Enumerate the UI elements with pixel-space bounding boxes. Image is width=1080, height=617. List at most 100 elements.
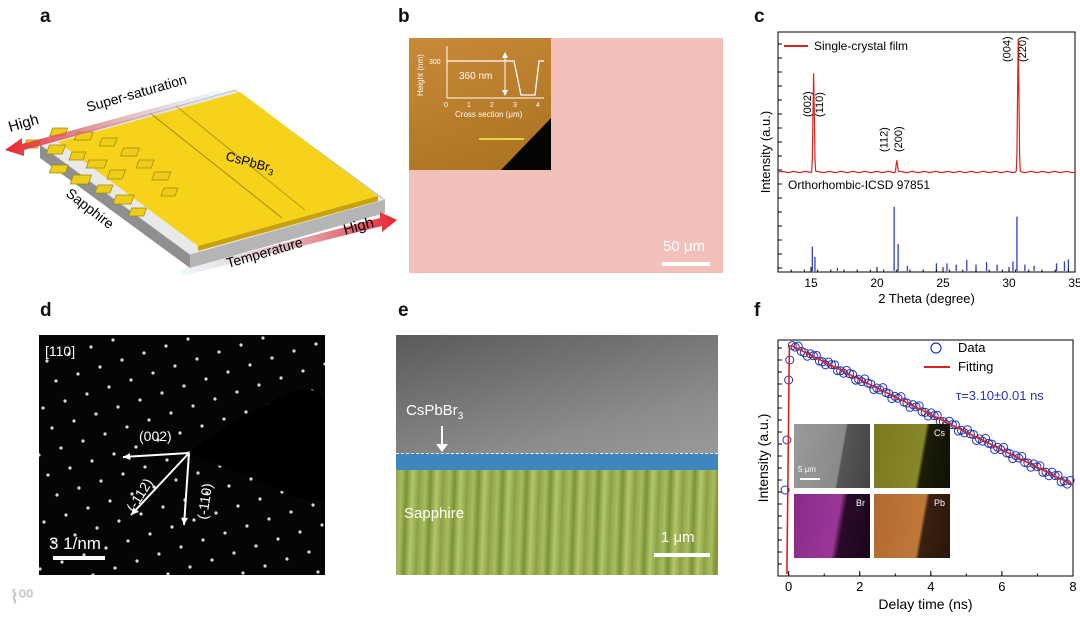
- diffraction-spot: [188, 565, 192, 569]
- legend-label: Fitting: [958, 359, 993, 374]
- diffraction-spot: [169, 411, 173, 415]
- peak-label: (200): [893, 126, 905, 152]
- eds-map-pb: Pb: [874, 494, 950, 558]
- xrd-chart: (002) (110) (112) (200) (004) (220) Orthorhomb…: [758, 31, 1080, 306]
- peak-label: (004): [1001, 36, 1013, 62]
- diffraction-spot: [261, 336, 265, 340]
- diffraction-spot: [157, 552, 161, 556]
- scale-label: 3 1/nm: [49, 534, 101, 553]
- diffraction-spot: [307, 550, 311, 554]
- x-tick-label: 2: [856, 579, 863, 594]
- film-layer: [58, 92, 378, 246]
- film-layer: [396, 453, 718, 471]
- diffraction-spot: [103, 432, 107, 436]
- eds-sem-inset: 5 μm: [794, 424, 870, 488]
- inset-xlabel: Cross section (μm): [455, 110, 523, 119]
- diffraction-spot: [64, 513, 68, 517]
- diffraction-spot: [55, 493, 59, 497]
- data-point: [914, 401, 924, 411]
- diffraction-spot: [200, 424, 204, 428]
- diffraction-spot: [86, 506, 90, 510]
- diffraction-spot: [51, 540, 55, 544]
- diffraction-spot: [248, 363, 252, 367]
- vector-label: (-110): [194, 482, 215, 520]
- diffraction-spot: [161, 505, 165, 509]
- diffraction-spot: [90, 459, 94, 463]
- diffraction-spot: [263, 564, 267, 568]
- reciprocal-vector: [122, 452, 190, 458]
- panel-letter-f: f: [754, 300, 761, 321]
- diffraction-spot: [258, 497, 262, 501]
- diffraction-spot: [59, 446, 63, 450]
- diffraction-spot: [104, 546, 108, 550]
- diffraction-spot: [130, 492, 134, 496]
- high-left-label: High: [6, 111, 40, 136]
- diffraction-spot: [46, 473, 50, 477]
- diffraction-spot: [121, 472, 125, 476]
- tau-annotation: τ=3.10±0.01 ns: [956, 388, 1044, 403]
- peak-label: (112): [879, 127, 891, 152]
- diffraction-spot: [126, 539, 130, 543]
- diffraction-spot: [67, 352, 71, 356]
- diffraction-spot: [151, 371, 155, 375]
- scale-label: 50 μm: [663, 238, 705, 255]
- diffraction-spot: [314, 342, 318, 346]
- diffraction-spot: [257, 383, 261, 387]
- x-tick-label: 15: [804, 276, 818, 290]
- diffraction-spot: [195, 357, 199, 361]
- vector-label: (002): [139, 428, 172, 444]
- data-point: [854, 374, 864, 384]
- scale-bar: [662, 262, 710, 266]
- diffraction-spot: [320, 523, 324, 527]
- diffraction-spot: [116, 405, 120, 409]
- diffraction-spot: [152, 485, 156, 489]
- diffraction-spot: [77, 486, 81, 490]
- diffraction-spot: [85, 392, 89, 396]
- diffraction-spot: [39, 453, 41, 457]
- inset-ylabel: Height (nm): [416, 54, 425, 96]
- svg-text:3: 3: [513, 102, 517, 109]
- diffraction-spot: [267, 517, 271, 521]
- zone-axis-label: [110]: [45, 343, 76, 359]
- x-axis-label: 2 Theta (degree): [878, 291, 975, 306]
- diffraction-spot: [125, 425, 129, 429]
- svg-text:0: 0: [444, 102, 448, 109]
- diffraction-spot: [165, 458, 169, 462]
- growth-schematic: High Super-saturation CsPbBr3 Sapphire T…: [5, 71, 397, 276]
- reciprocal-vector: [183, 452, 190, 526]
- diffraction-spot: [95, 526, 99, 530]
- y-axis-label: Intensity (a.u.): [758, 111, 773, 193]
- diffraction-spot: [45, 359, 49, 363]
- diffraction-spot: [42, 520, 46, 524]
- diffraction-spot: [236, 504, 240, 508]
- diffraction-spot: [178, 431, 182, 435]
- data-point: [808, 351, 818, 361]
- inset-annotation: 360 nm: [459, 71, 492, 82]
- vector-head: [131, 507, 139, 515]
- data-point: [1005, 449, 1015, 459]
- trpl-chart: Data Fitting τ=3.10±0.01 ns 0 2 4 6 8 Delay time…: [755, 339, 1077, 612]
- reference-label: Orthorhombic-ICSD 97851: [788, 178, 930, 192]
- diffraction-spot: [135, 559, 139, 563]
- data-point: [836, 366, 846, 376]
- x-tick-label: 6: [998, 579, 1005, 594]
- diffraction-spot: [89, 345, 93, 349]
- diffraction-spot: [134, 445, 138, 449]
- diffraction-spot: [223, 531, 227, 535]
- x-tick-label: 4: [927, 579, 934, 594]
- data-point: [1011, 451, 1021, 461]
- diffraction-spot: [148, 532, 152, 536]
- watermark: ⌇⁰⁰: [10, 587, 34, 607]
- diffraction-spot: [196, 471, 200, 475]
- diffraction-spot: [214, 511, 218, 515]
- legend-label: Single-crystal film: [814, 39, 908, 53]
- data-point: [965, 429, 975, 439]
- svg-text:300: 300: [429, 59, 441, 66]
- diffraction-spot: [160, 391, 164, 395]
- data-point: [956, 425, 966, 435]
- data-point: [905, 402, 915, 412]
- data-point: [1065, 476, 1075, 486]
- panel-letter-e: e: [398, 300, 409, 321]
- diffraction-spot: [129, 378, 133, 382]
- diffraction-spot: [222, 417, 226, 421]
